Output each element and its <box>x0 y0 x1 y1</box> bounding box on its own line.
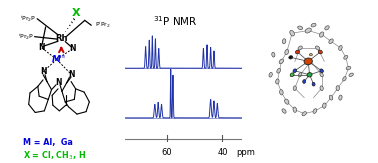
Text: 60: 60 <box>161 148 172 157</box>
Ellipse shape <box>296 50 299 54</box>
Text: N: N <box>40 67 46 76</box>
Ellipse shape <box>339 95 342 100</box>
Text: M: M <box>51 55 60 64</box>
Ellipse shape <box>322 103 326 108</box>
Ellipse shape <box>325 26 329 30</box>
Ellipse shape <box>303 80 306 83</box>
Ellipse shape <box>311 23 316 27</box>
Ellipse shape <box>320 73 323 77</box>
Text: $^{31}$P NMR: $^{31}$P NMR <box>153 14 197 28</box>
Text: N: N <box>69 44 76 53</box>
Ellipse shape <box>343 77 346 81</box>
Ellipse shape <box>349 73 353 76</box>
Text: Rh: Rh <box>56 34 68 43</box>
Ellipse shape <box>285 49 289 55</box>
Ellipse shape <box>277 68 280 73</box>
Ellipse shape <box>282 39 286 44</box>
Ellipse shape <box>285 99 289 104</box>
Ellipse shape <box>305 28 311 33</box>
Ellipse shape <box>279 59 284 64</box>
Ellipse shape <box>310 53 312 56</box>
Ellipse shape <box>299 73 302 77</box>
Ellipse shape <box>339 45 342 50</box>
Ellipse shape <box>289 56 293 59</box>
Text: M = Al,  Ga: M = Al, Ga <box>23 138 73 147</box>
Ellipse shape <box>290 73 294 77</box>
Ellipse shape <box>298 46 302 50</box>
Ellipse shape <box>293 69 297 73</box>
Ellipse shape <box>320 86 323 91</box>
Ellipse shape <box>316 46 320 50</box>
Ellipse shape <box>329 39 333 44</box>
Text: N: N <box>68 70 74 79</box>
Text: $^{III}$: $^{III}$ <box>61 54 66 60</box>
Ellipse shape <box>298 26 303 30</box>
Text: N: N <box>38 43 44 52</box>
Text: N: N <box>55 78 61 87</box>
Ellipse shape <box>336 86 339 91</box>
Ellipse shape <box>293 107 297 112</box>
Ellipse shape <box>312 82 315 86</box>
Ellipse shape <box>269 73 272 77</box>
Ellipse shape <box>304 58 312 65</box>
Ellipse shape <box>290 30 294 36</box>
Ellipse shape <box>344 55 348 59</box>
Ellipse shape <box>320 69 324 73</box>
Text: 40: 40 <box>217 148 228 157</box>
Ellipse shape <box>282 109 286 113</box>
Ellipse shape <box>346 66 351 70</box>
Text: ppm: ppm <box>236 148 255 157</box>
Ellipse shape <box>276 79 279 84</box>
Ellipse shape <box>280 90 283 95</box>
Text: $^i$Pr$_2$P: $^i$Pr$_2$P <box>20 14 37 24</box>
Text: P$^i$Pr$_2$: P$^i$Pr$_2$ <box>94 20 110 30</box>
Text: X = Cl, CH$_3$, H: X = Cl, CH$_3$, H <box>23 149 87 162</box>
Text: $^i$Pr$_2$P: $^i$Pr$_2$P <box>18 32 34 42</box>
Ellipse shape <box>313 109 317 113</box>
Ellipse shape <box>272 52 275 57</box>
Ellipse shape <box>319 32 324 37</box>
Text: X: X <box>71 8 80 18</box>
Ellipse shape <box>329 95 333 100</box>
Ellipse shape <box>302 112 307 116</box>
Ellipse shape <box>318 50 322 54</box>
Ellipse shape <box>293 86 296 90</box>
Ellipse shape <box>307 73 312 77</box>
